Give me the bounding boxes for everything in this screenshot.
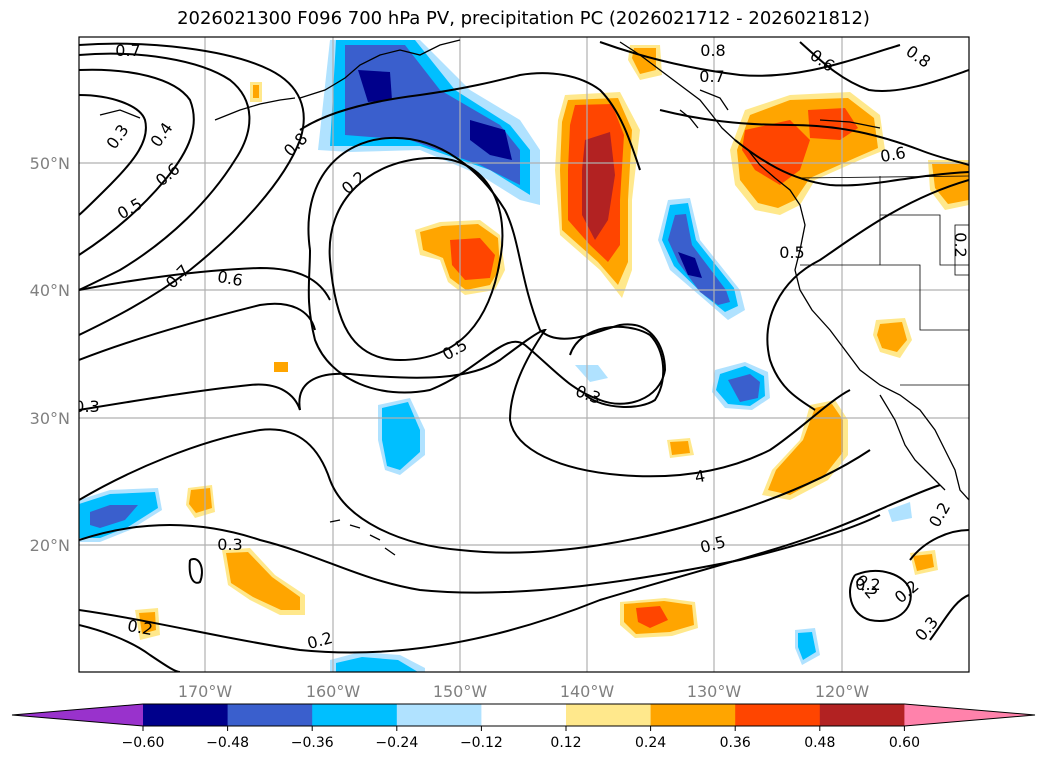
colorbar-segment	[481, 704, 567, 726]
contour-label: 0.7	[699, 67, 724, 86]
contour-label: 0.3	[217, 535, 242, 554]
lon-label: 120°W	[815, 682, 870, 701]
colorbar-ticks: −0.60 −0.48 −0.36 −0.24 −0.12 0.12 0.24 0.36 0.4…	[122, 726, 920, 751]
contour-label: 0.7	[115, 41, 140, 60]
colorbar	[11, 703, 1036, 727]
longitude-labels: 170°W 160°W 150°W 140°W 130°W 120°W	[178, 682, 870, 701]
colorbar-tick-label: −0.48	[206, 735, 249, 751]
chart-title: 2026021300 F096 700 hPa PV, precipitatio…	[177, 8, 870, 29]
lon-label: 160°W	[306, 682, 361, 701]
colorbar-tick-label: 0.24	[635, 735, 666, 751]
contour-label: 0.6	[216, 267, 244, 290]
colorbar-segment	[735, 704, 821, 726]
colorbar-tick-label: −0.24	[375, 735, 418, 751]
contour-label: 0.5	[779, 243, 804, 262]
colorbar-segment	[650, 704, 736, 726]
lat-label: 50°N	[30, 154, 70, 173]
colorbar-tick-label: −0.12	[460, 735, 503, 751]
colorbar-tick-label: 0.12	[550, 735, 581, 751]
map-plot-area: 0.7 0.8 0.60.3 0.40.60.50.7 0.60.80.20.80.70…	[74, 37, 970, 672]
contour-label: 0.2	[126, 616, 154, 639]
colorbar-tick-label: −0.60	[122, 735, 165, 751]
contour-label: 0.3	[74, 397, 99, 416]
plot-frame	[78, 36, 970, 673]
colorbar-tick-label: −0.36	[291, 735, 334, 751]
contour-label: 0.6	[879, 143, 907, 166]
colorbar-segment	[312, 704, 398, 726]
contour-label: 0.2	[951, 232, 970, 257]
colorbar-tick-label: 0.36	[720, 735, 751, 751]
coastlines	[99, 39, 969, 556]
lat-label: 20°N	[30, 536, 70, 555]
colorbar-segment	[819, 704, 905, 726]
contour-label: 4	[693, 466, 706, 486]
lat-label: 40°N	[30, 281, 70, 300]
lon-label: 170°W	[178, 682, 233, 701]
lon-label: 150°W	[433, 682, 488, 701]
graticule	[79, 37, 969, 672]
lon-label: 140°W	[560, 682, 615, 701]
state-borders	[799, 175, 969, 386]
colorbar-segment	[566, 704, 652, 726]
lon-label: 130°W	[687, 682, 742, 701]
colorbar-arrow-left	[12, 704, 143, 726]
colorbar-segment	[396, 704, 482, 726]
colorbar-segment	[143, 704, 229, 726]
contour-label: 0.2	[855, 575, 880, 594]
pv-contours	[79, 41, 969, 672]
lat-label: 30°N	[30, 409, 70, 428]
colorbar-arrow-right	[904, 704, 1035, 726]
colorbar-tick-label: 0.48	[804, 735, 835, 751]
colorbar-tick-label: 0.60	[889, 735, 920, 751]
latitude-labels: 50°N 40°N 30°N 20°N	[30, 154, 70, 555]
colorbar-segment	[227, 704, 313, 726]
precipitation-fill	[79, 40, 969, 672]
contour-label: 0.8	[700, 41, 725, 60]
